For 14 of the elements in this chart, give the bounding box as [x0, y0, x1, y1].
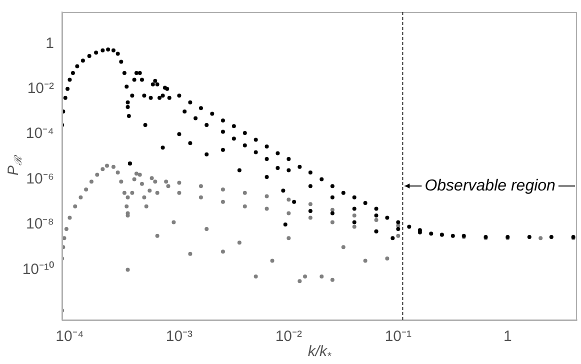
- y-tick-label: 10⁻¹⁰: [22, 260, 54, 278]
- y-tick-label: 10⁻⁶: [26, 170, 54, 188]
- y-tick-label: 1: [46, 34, 54, 52]
- x-tick-label: 10⁻²: [275, 328, 302, 346]
- y-tick-label: 10⁻⁴: [26, 125, 54, 142]
- y-tick-label: 10⁻⁸: [26, 216, 54, 233]
- y-tick-label: 10⁻²: [27, 80, 54, 97]
- x-axis-title: k/k*: [308, 343, 332, 362]
- x-tick-label: 10⁻⁴: [56, 328, 84, 346]
- x-tick-label: 1: [503, 328, 512, 346]
- y-axis-title: Pℛ: [5, 154, 24, 176]
- ref-line-label: Observable region: [424, 177, 556, 194]
- x-tick-label: 10⁻³: [166, 328, 193, 346]
- x-tick-label: 10⁻¹: [384, 328, 412, 346]
